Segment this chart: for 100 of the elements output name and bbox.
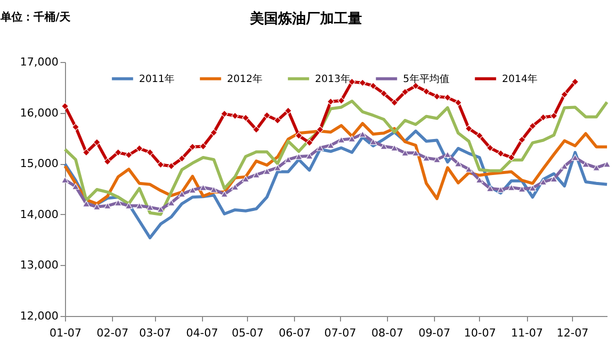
point	[465, 124, 472, 132]
point	[252, 172, 260, 178]
point	[200, 142, 207, 150]
point	[93, 204, 101, 210]
point	[104, 202, 112, 209]
legend-label: 2014年	[502, 72, 538, 85]
point	[114, 200, 122, 206]
legend-label: 2011年	[139, 72, 174, 85]
x-tick-label: 02-07	[96, 326, 129, 340]
point	[433, 92, 441, 100]
chart-title: 美国炼油厂加工量	[249, 10, 362, 27]
point	[242, 114, 250, 122]
point	[401, 150, 409, 156]
point	[370, 138, 377, 145]
point	[220, 190, 228, 198]
point	[338, 136, 345, 143]
point	[114, 148, 122, 156]
point	[390, 144, 398, 152]
point	[72, 123, 80, 131]
point	[327, 98, 334, 106]
point	[61, 176, 69, 184]
y-axis-title: 单位：千桶/天	[0, 10, 72, 24]
y-tick-label: 14,000	[20, 208, 58, 221]
point	[61, 102, 69, 110]
y-tick-label: 17,000	[20, 56, 58, 68]
point	[444, 151, 452, 158]
legend-label: 2013年	[315, 72, 350, 85]
point	[358, 79, 366, 86]
point	[82, 200, 90, 207]
point	[518, 186, 526, 192]
point	[210, 128, 218, 136]
point	[454, 98, 462, 106]
point	[316, 126, 324, 134]
point	[72, 183, 80, 190]
point	[231, 112, 239, 120]
point	[540, 114, 547, 122]
x-tick-label: 11-07	[511, 326, 544, 340]
point	[295, 132, 302, 140]
x-tick-label: 08-07	[371, 326, 404, 340]
point	[82, 148, 90, 156]
point	[178, 154, 186, 162]
point	[582, 160, 590, 168]
point	[422, 154, 430, 162]
point	[401, 88, 409, 96]
point	[380, 90, 388, 98]
point	[178, 190, 186, 198]
point	[263, 168, 271, 174]
x-tick-label: 05-07	[232, 326, 264, 340]
point	[231, 184, 239, 190]
x-tick-label: 04-07	[186, 326, 218, 340]
point	[210, 186, 218, 193]
x-tick-label: 10-07	[464, 326, 496, 340]
point	[306, 139, 314, 146]
y-tick-label: 15,000	[20, 157, 58, 170]
point	[93, 138, 101, 146]
point	[188, 186, 196, 194]
point	[592, 164, 600, 171]
point	[540, 178, 547, 186]
point	[168, 162, 175, 170]
point	[571, 78, 579, 86]
point	[550, 112, 558, 120]
point	[497, 186, 504, 193]
point	[560, 162, 568, 170]
point	[370, 82, 377, 90]
point	[550, 176, 558, 182]
point	[486, 185, 494, 192]
point	[571, 154, 579, 161]
point	[274, 116, 282, 124]
point	[338, 96, 345, 104]
point	[390, 98, 398, 106]
point	[136, 202, 144, 209]
point	[156, 160, 164, 168]
point	[380, 143, 388, 150]
point	[316, 144, 324, 152]
point	[263, 112, 271, 119]
point	[284, 107, 292, 114]
y-tick-label: 12,000	[20, 310, 58, 322]
y-tick-label: 13,000	[20, 258, 58, 272]
point	[168, 200, 175, 206]
x-tick-label: 12-07	[556, 326, 589, 340]
point	[252, 126, 260, 134]
point	[444, 94, 452, 102]
x-tick-label: 03-07	[139, 326, 172, 340]
point	[284, 156, 292, 163]
point	[518, 136, 526, 144]
legend-label: 2012年	[227, 72, 262, 85]
line-series	[64, 100, 608, 216]
point	[422, 88, 430, 96]
point	[433, 156, 441, 163]
point	[497, 150, 504, 158]
point	[125, 202, 132, 209]
x-tick-label: 01-07	[50, 326, 82, 340]
point	[412, 150, 420, 156]
x-tick-label: 06-07	[278, 326, 311, 340]
point	[508, 154, 516, 162]
x-tick-label: 07-07	[324, 326, 356, 340]
point	[295, 153, 302, 160]
point	[220, 110, 228, 118]
point	[486, 144, 494, 152]
x-tick-label: 09-07	[418, 326, 450, 340]
